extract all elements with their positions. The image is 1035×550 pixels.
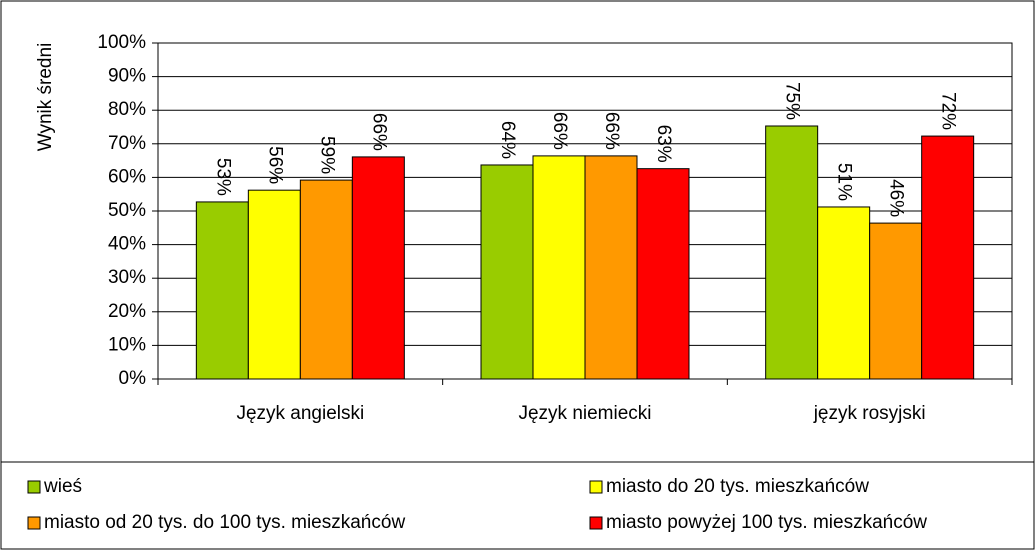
data-label: 51% [834, 163, 855, 201]
x-tick-label: język rosyjski [813, 403, 926, 424]
data-label: 59% [316, 136, 337, 174]
y-tick-label: 70% [108, 133, 146, 154]
bar [584, 155, 638, 380]
bar [351, 156, 405, 380]
data-label: 64% [497, 121, 518, 159]
y-tick-label: 100% [97, 32, 146, 53]
data-label: 66% [368, 113, 389, 151]
legend-label: miasto od 20 tys. do 100 tys. mieszkańcó… [44, 512, 405, 533]
bar [921, 135, 975, 380]
y-axis-label: Wynik średni [35, 43, 56, 152]
bar [765, 125, 819, 380]
x-tick-label: Język angielski [236, 403, 364, 424]
legend-label: wieś [43, 476, 82, 497]
data-label: 46% [886, 179, 907, 217]
y-tick-label: 0% [119, 368, 147, 389]
y-tick-label: 80% [108, 99, 146, 120]
y-tick-label: 40% [108, 234, 146, 255]
y-tick-label: 90% [108, 66, 146, 87]
legend-swatch [27, 480, 41, 494]
bar [532, 155, 586, 380]
y-tick-label: 10% [108, 334, 146, 355]
y-tick-label: 50% [108, 200, 146, 221]
x-tick-label: Język niemiecki [518, 403, 651, 424]
bar [869, 222, 923, 380]
legend-swatch [27, 516, 41, 530]
data-label: 66% [601, 112, 622, 150]
data-label: 63% [653, 125, 674, 163]
y-tick-label: 30% [108, 267, 146, 288]
bar [817, 206, 871, 380]
data-label: 72% [938, 92, 959, 130]
y-tick-label: 20% [108, 301, 146, 322]
legend-swatch [589, 480, 603, 494]
y-tick-label: 60% [108, 166, 146, 187]
bar [636, 168, 690, 380]
data-label: 66% [549, 112, 570, 150]
bar [299, 179, 353, 380]
bar [480, 164, 534, 380]
legend-label: miasto do 20 tys. mieszkańców [606, 476, 869, 497]
data-label: 53% [212, 158, 233, 196]
bar [195, 201, 249, 380]
legend-swatch [589, 516, 603, 530]
data-label: 56% [264, 146, 285, 184]
data-label: 75% [782, 82, 803, 120]
bar [247, 189, 301, 380]
legend-label: miasto powyżej 100 tys. mieszkańców [606, 512, 927, 533]
